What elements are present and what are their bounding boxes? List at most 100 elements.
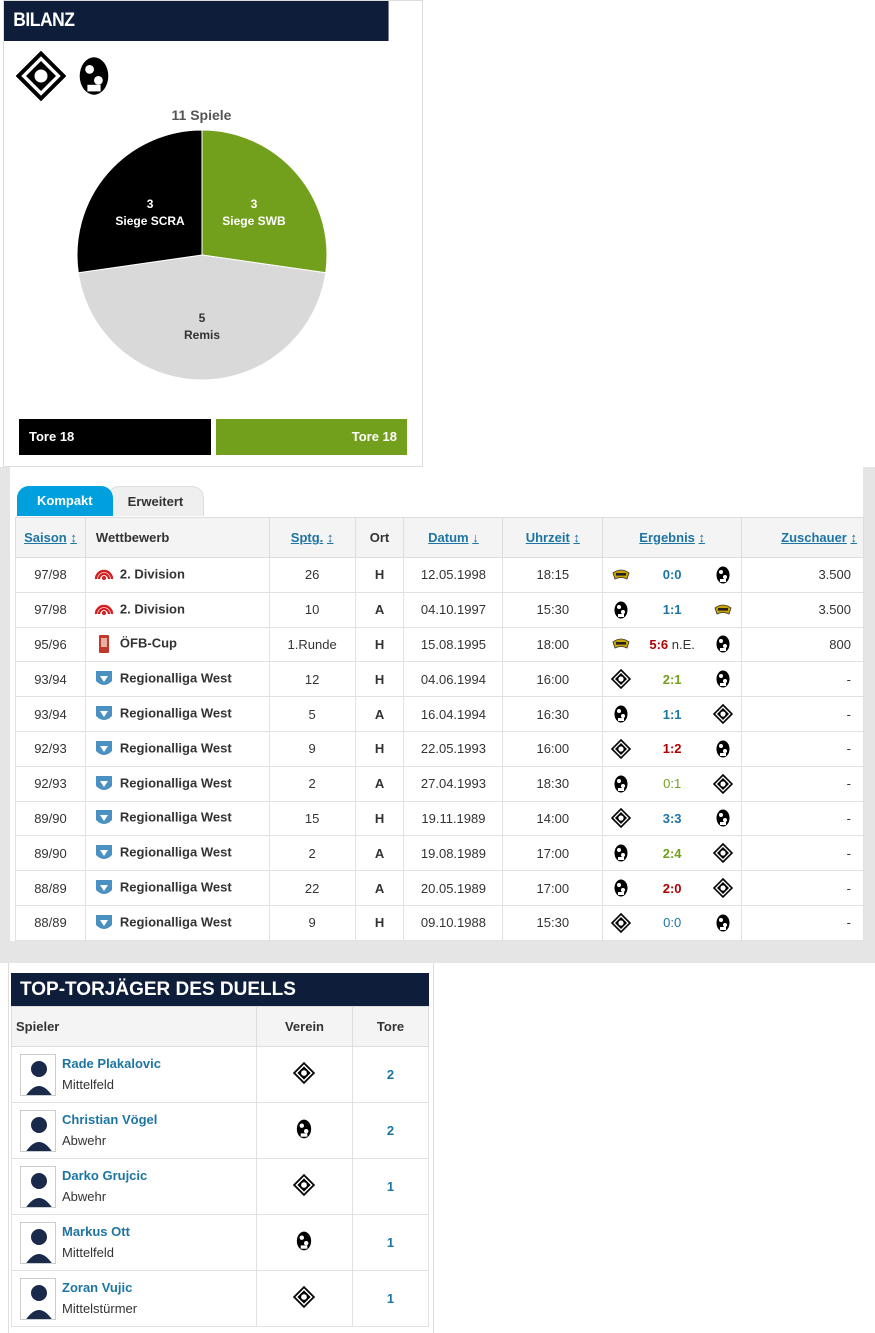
competition-link[interactable]: Regionalliga West xyxy=(119,914,232,930)
avatar[interactable] xyxy=(20,1053,56,1096)
player-name-link[interactable]: Rade Plakalovic xyxy=(62,1055,161,1071)
wettbewerb-cell[interactable]: Regionalliga West xyxy=(84,904,270,941)
spieltag-cell[interactable]: 10 xyxy=(268,591,356,628)
pie-slice[interactable] xyxy=(77,254,327,381)
score-link[interactable]: 0:0 xyxy=(663,915,681,930)
player-name-link[interactable]: Christian Vögel xyxy=(62,1111,158,1127)
spieltag-cell[interactable]: 9 xyxy=(268,904,356,941)
spieltag-cell[interactable]: 15 xyxy=(268,800,356,837)
goals-cell[interactable]: 1 xyxy=(352,1158,429,1215)
wettbewerb-cell[interactable]: Regionalliga West xyxy=(84,730,270,767)
wettbewerb-cell[interactable]: 2. Division xyxy=(84,557,270,593)
spieltag-cell[interactable]: 2 xyxy=(268,765,356,802)
competition-link[interactable]: Regionalliga West xyxy=(119,670,232,686)
club-icon[interactable] xyxy=(293,1062,315,1084)
away-club-icon[interactable] xyxy=(713,878,733,898)
goals-cell[interactable]: 2 xyxy=(352,1102,429,1159)
saison-cell[interactable]: 89/90 xyxy=(15,835,86,872)
player-name-link[interactable]: Markus Ott xyxy=(62,1223,130,1239)
wettbewerb-cell[interactable]: Regionalliga West xyxy=(84,765,270,802)
competition-link[interactable]: Regionalliga West xyxy=(119,844,232,860)
away-club-icon[interactable] xyxy=(713,913,733,933)
sort-ergebnis[interactable]: Ergebnis xyxy=(639,530,695,545)
wettbewerb-cell[interactable]: Regionalliga West xyxy=(84,870,270,906)
avatar[interactable] xyxy=(20,1277,56,1320)
away-club-icon[interactable] xyxy=(713,808,733,828)
wettbewerb-cell[interactable]: Regionalliga West xyxy=(84,800,270,837)
score-link[interactable]: 1:1 xyxy=(663,602,682,617)
score-link[interactable]: 1:1 xyxy=(663,707,682,722)
club-icon[interactable] xyxy=(293,1230,315,1252)
wettbewerb-cell[interactable]: Regionalliga West xyxy=(84,835,270,872)
competition-link[interactable]: 2. Division xyxy=(119,601,185,617)
away-club-icon[interactable] xyxy=(713,565,733,585)
home-club-icon[interactable] xyxy=(611,808,631,828)
home-club-icon[interactable] xyxy=(611,913,631,933)
wettbewerb-cell[interactable]: ÖFB-Cup xyxy=(84,626,270,663)
avatar[interactable] xyxy=(20,1165,56,1208)
spieltag-cell[interactable]: 26 xyxy=(268,557,356,593)
saison-cell[interactable]: 93/94 xyxy=(15,696,86,732)
sort-uhrzeit[interactable]: Uhrzeit xyxy=(525,530,570,545)
saison-cell[interactable]: 93/94 xyxy=(15,661,86,698)
saison-cell[interactable]: 92/93 xyxy=(15,765,86,802)
away-club-icon[interactable] xyxy=(713,843,733,863)
away-club-icon[interactable] xyxy=(713,634,733,654)
scra-logo-icon[interactable] xyxy=(16,51,66,101)
tab-kompakt[interactable]: Kompakt xyxy=(17,486,113,516)
home-club-icon[interactable] xyxy=(611,565,631,585)
sort-saison[interactable]: Saison xyxy=(24,530,67,545)
sort-zuschauer[interactable]: Zuschauer xyxy=(781,530,847,545)
competition-link[interactable]: Regionalliga West xyxy=(119,809,232,825)
score-link[interactable]: 1:2 xyxy=(663,741,682,756)
avatar[interactable] xyxy=(20,1221,56,1264)
home-club-icon[interactable] xyxy=(611,704,631,724)
home-club-icon[interactable] xyxy=(611,600,631,620)
club-icon[interactable] xyxy=(293,1174,315,1196)
saison-cell[interactable]: 88/89 xyxy=(15,870,86,906)
away-club-icon[interactable] xyxy=(713,600,733,620)
spieltag-cell[interactable]: 22 xyxy=(268,870,356,906)
competition-link[interactable]: Regionalliga West xyxy=(119,879,232,895)
competition-link[interactable]: ÖFB-Cup xyxy=(119,635,177,651)
club-icon[interactable] xyxy=(293,1286,315,1308)
away-club-icon[interactable] xyxy=(713,774,733,794)
home-club-icon[interactable] xyxy=(611,739,631,759)
player-name-link[interactable]: Darko Grujcic xyxy=(62,1167,148,1183)
score-link[interactable]: 2:1 xyxy=(663,672,682,687)
home-club-icon[interactable] xyxy=(611,774,631,794)
away-club-icon[interactable] xyxy=(713,739,733,759)
spieltag-cell[interactable]: 12 xyxy=(268,661,356,698)
goals-cell[interactable]: 1 xyxy=(352,1214,429,1271)
score-link[interactable]: 5:6 n.E. xyxy=(649,637,695,652)
home-club-icon[interactable] xyxy=(611,878,631,898)
home-club-icon[interactable] xyxy=(611,843,631,863)
score-link[interactable]: 2:0 xyxy=(663,881,682,896)
wettbewerb-cell[interactable]: Regionalliga West xyxy=(84,696,270,732)
score-link[interactable]: 3:3 xyxy=(663,811,682,826)
saison-cell[interactable]: 92/93 xyxy=(15,730,86,767)
competition-link[interactable]: Regionalliga West xyxy=(119,740,232,756)
spieltag-cell[interactable]: 2 xyxy=(268,835,356,872)
pie-slice[interactable] xyxy=(201,129,328,274)
sort-datum[interactable]: Datum xyxy=(428,530,469,545)
competition-link[interactable]: 2. Division xyxy=(119,566,185,582)
home-club-icon[interactable] xyxy=(611,669,631,689)
away-club-icon[interactable] xyxy=(713,669,733,689)
competition-link[interactable]: Regionalliga West xyxy=(119,775,232,791)
avatar[interactable] xyxy=(20,1109,56,1152)
score-link[interactable]: 2:4 xyxy=(663,846,682,861)
saison-cell[interactable]: 89/90 xyxy=(15,800,86,837)
saison-cell[interactable]: 95/96 xyxy=(15,626,86,663)
saison-cell[interactable]: 97/98 xyxy=(15,557,86,593)
pie-slice[interactable] xyxy=(76,129,203,274)
goals-cell[interactable]: 1 xyxy=(352,1270,429,1327)
spieltag-cell[interactable]: 5 xyxy=(268,696,356,732)
away-club-icon[interactable] xyxy=(713,704,733,724)
spieltag-cell[interactable]: 1.Runde xyxy=(268,626,356,663)
competition-link[interactable]: Regionalliga West xyxy=(119,705,232,721)
score-link[interactable]: 0:1 xyxy=(663,776,681,791)
home-club-icon[interactable] xyxy=(611,634,631,654)
wettbewerb-cell[interactable]: 2. Division xyxy=(84,591,270,628)
goals-cell[interactable]: 2 xyxy=(352,1046,429,1103)
